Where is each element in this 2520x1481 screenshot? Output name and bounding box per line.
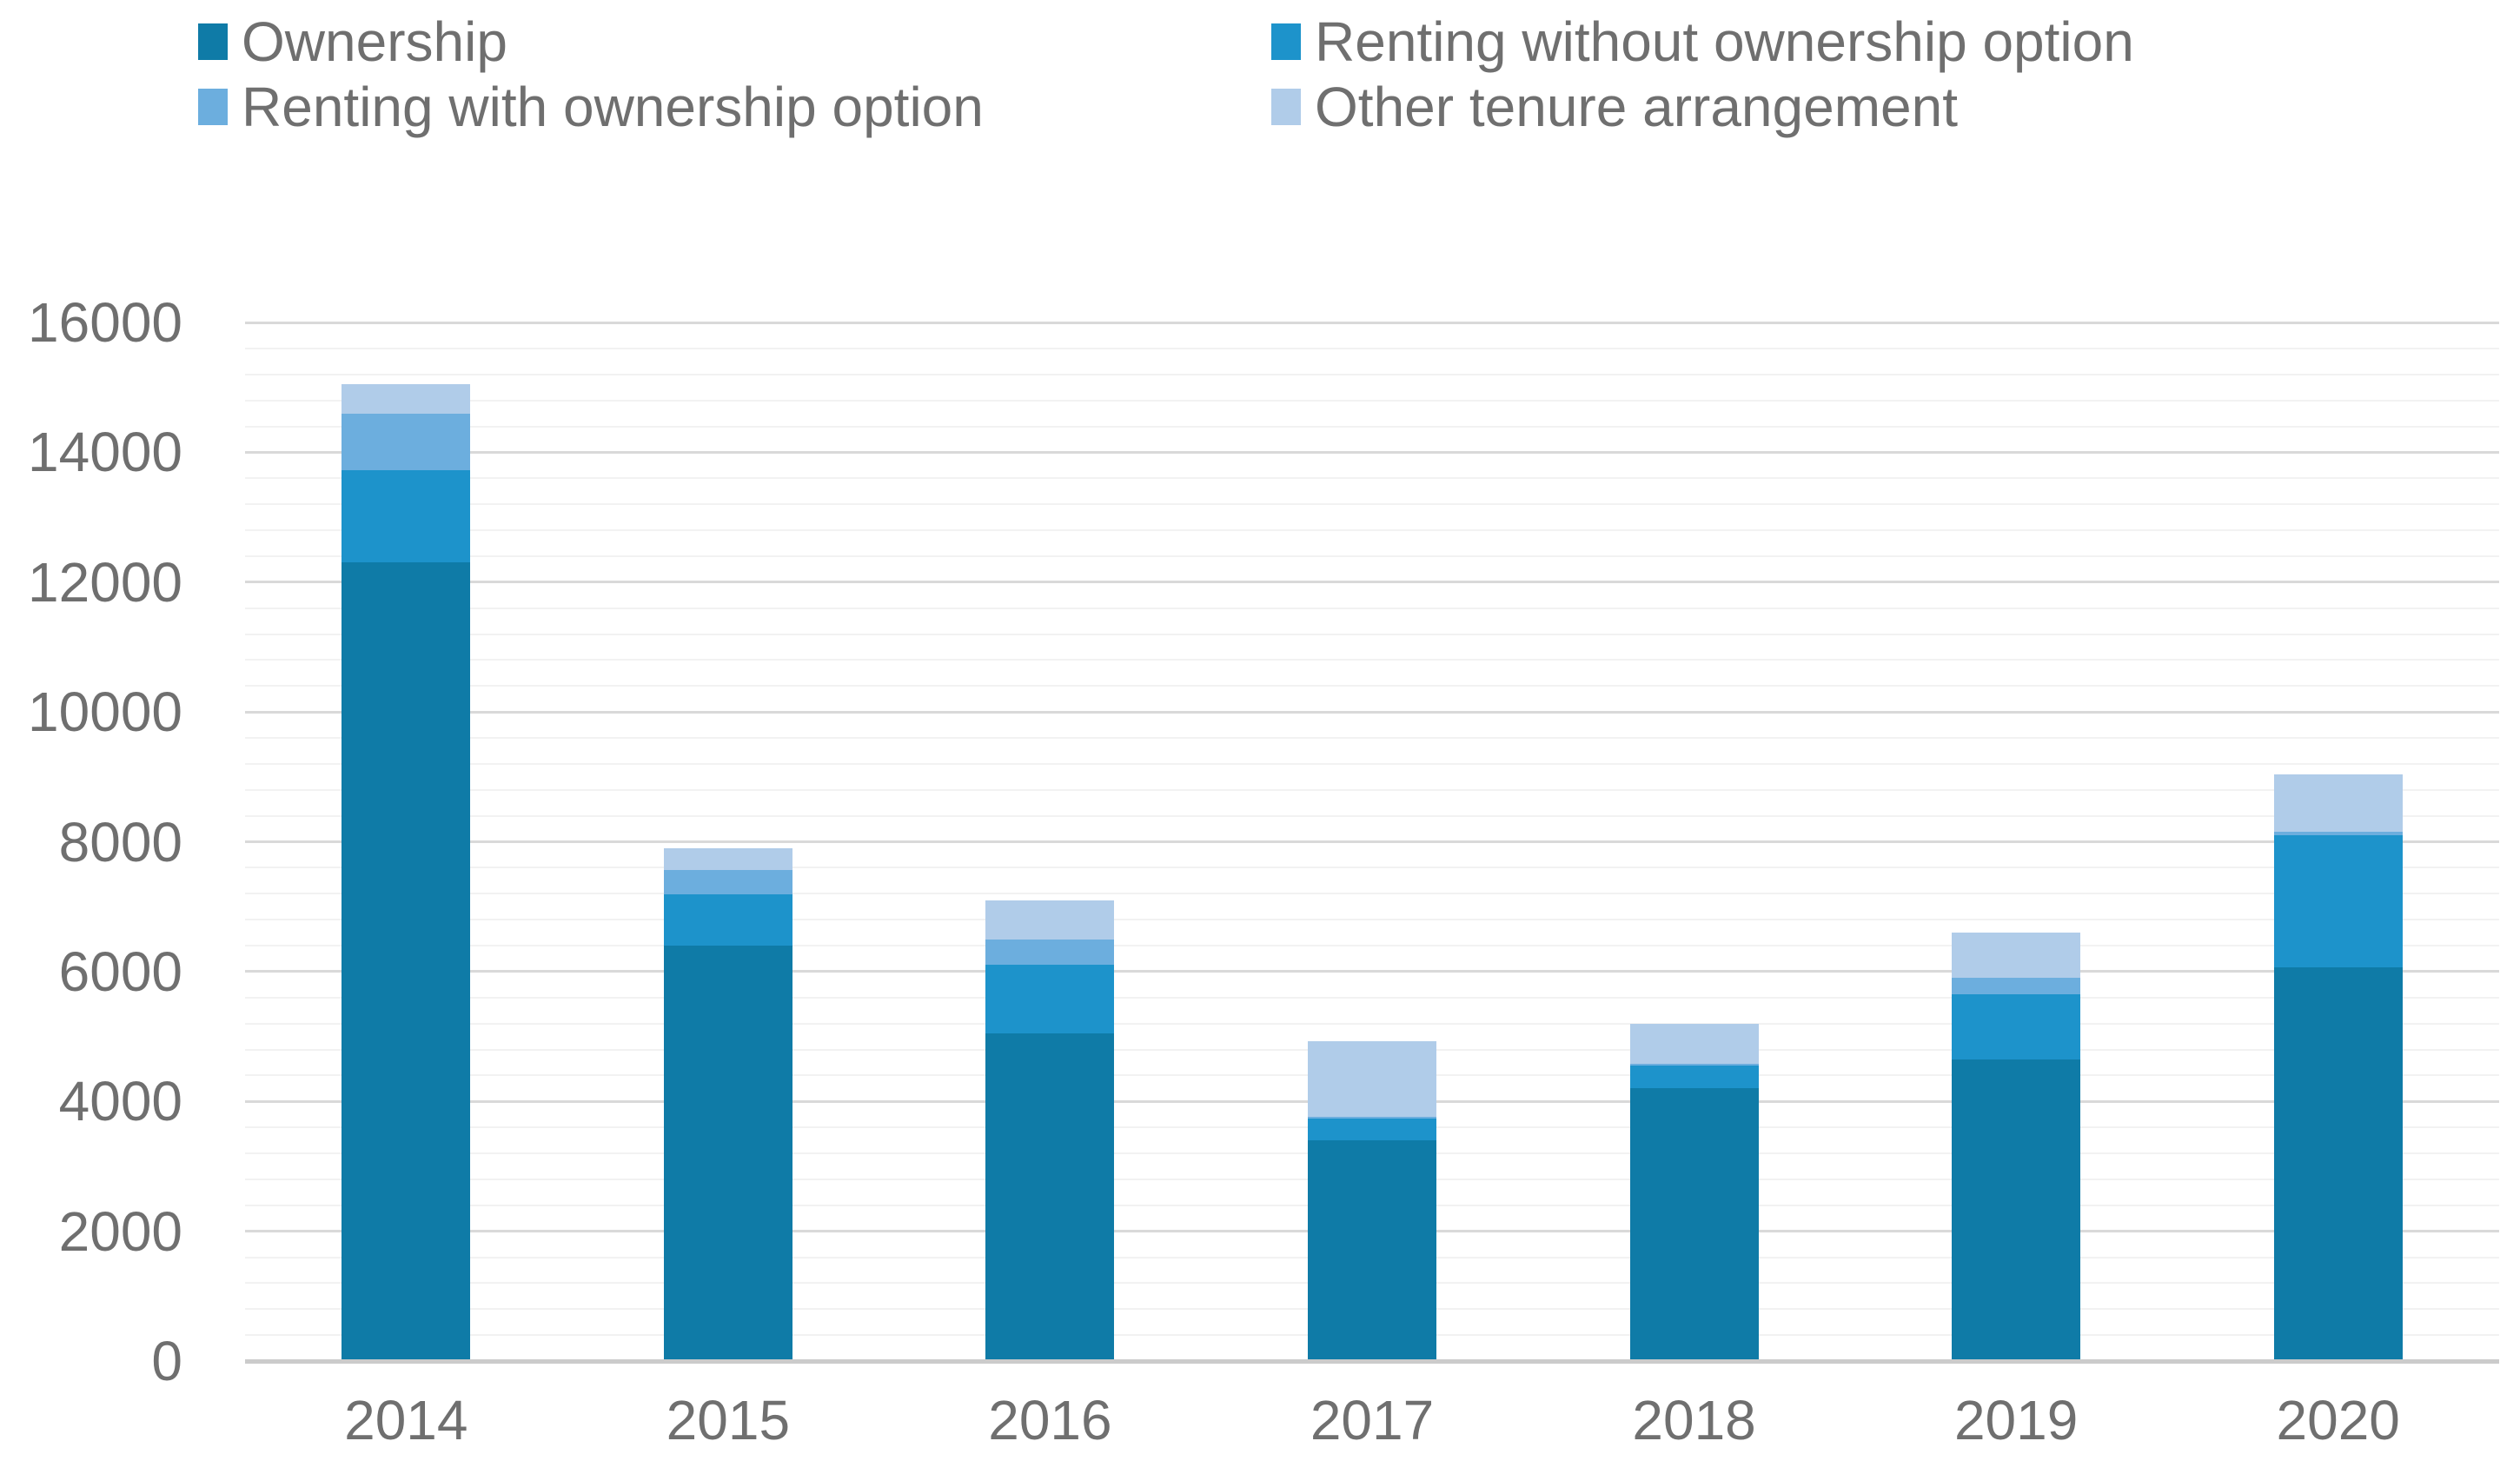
- bar-segment-2019-ownership: [1952, 1059, 2081, 1361]
- x-axis-tick-label-2018: 2018: [1632, 1389, 1756, 1451]
- bar-segment-2016-ownership: [985, 1033, 1115, 1361]
- legend-item-ownership: Ownership: [198, 13, 507, 70]
- gridline-minor: [245, 1022, 2499, 1025]
- legend-swatch-other-tenure-icon: [1271, 89, 1301, 125]
- gridline-minor: [245, 685, 2499, 687]
- x-axis-tick-label-2017: 2017: [1310, 1389, 1435, 1451]
- bar-segment-2020-ownership: [2273, 966, 2403, 1361]
- gridline-minor: [245, 814, 2499, 817]
- bar-segment-2014-renting-with-ownership-option: [342, 414, 471, 470]
- bar-segment-2020-renting-without-ownership-option: [2273, 835, 2403, 967]
- y-axis-tick-label-4000: 4000: [58, 1070, 182, 1133]
- bar-segment-2020-other-tenure-arrangement: [2273, 774, 2403, 832]
- bar-segment-2016-other-tenure-arrangement: [985, 900, 1115, 940]
- bar-segment-2014-other-tenure-arrangement: [342, 383, 471, 415]
- gridline-minor: [245, 529, 2499, 531]
- legend-swatch-renting-without-icon: [1271, 23, 1301, 60]
- y-axis-tick-label-12000: 12000: [28, 550, 182, 614]
- gridline-minor: [245, 373, 2499, 375]
- bar-segment-2015-other-tenure-arrangement: [663, 847, 792, 870]
- legend-label-renting-with: Renting with ownership option: [242, 76, 984, 138]
- bar-segment-2015-renting-without-ownership-option: [663, 893, 792, 946]
- gridline-minor: [245, 555, 2499, 557]
- bar-segment-2018-renting-with-ownership-option: [1629, 1063, 1759, 1066]
- legend-label-other-tenure: Other tenure arrangement: [1315, 76, 1958, 138]
- legend-swatch-renting-with-icon: [198, 89, 228, 125]
- gridline-minor: [245, 893, 2499, 895]
- bar-segment-2017-renting-without-ownership-option: [1308, 1119, 1436, 1141]
- bar-segment-2017-renting-with-ownership-option: [1308, 1117, 1436, 1119]
- bar-segment-2019-renting-with-ownership-option: [1952, 978, 2081, 995]
- bar-segment-2018-other-tenure-arrangement: [1629, 1023, 1759, 1064]
- x-axis-tick-label-2016: 2016: [988, 1389, 1112, 1451]
- gridline-minor: [245, 919, 2499, 921]
- bar-segment-2019-renting-without-ownership-option: [1952, 994, 2081, 1059]
- x-axis-tick-label-2015: 2015: [666, 1389, 791, 1451]
- gridline-major: [245, 581, 2499, 584]
- x-axis-line: [245, 1358, 2499, 1364]
- y-axis-tick-label-10000: 10000: [28, 681, 182, 744]
- gridline-major: [245, 450, 2499, 454]
- x-axis-tick-label-2019: 2019: [1953, 1389, 2079, 1451]
- bar-segment-2015-ownership: [663, 946, 792, 1361]
- y-axis-tick-label-8000: 8000: [58, 810, 182, 873]
- x-axis-tick-label-2020: 2020: [2276, 1389, 2400, 1451]
- bar-segment-2018-renting-without-ownership-option: [1629, 1066, 1759, 1089]
- bar-segment-2017-ownership: [1308, 1140, 1436, 1361]
- bar-segment-2017-other-tenure-arrangement: [1308, 1040, 1436, 1118]
- y-axis-tick-label-6000: 6000: [58, 940, 182, 1003]
- gridline-major: [245, 970, 2499, 973]
- gridline-major: [245, 840, 2499, 843]
- y-axis-tick-label-2000: 2000: [58, 1199, 182, 1263]
- gridline-minor: [245, 607, 2499, 609]
- bar-segment-2016-renting-without-ownership-option: [985, 965, 1115, 1033]
- gridline-minor: [245, 788, 2499, 791]
- legend-item-renting-with-ownership-option: Renting with ownership option: [198, 78, 984, 136]
- gridline-major: [245, 321, 2499, 324]
- bar-segment-2020-renting-with-ownership-option: [2273, 831, 2403, 836]
- x-axis-tick-label-2014: 2014: [344, 1389, 468, 1451]
- legend-item-renting-without-ownership-option: Renting without ownership option: [1271, 13, 2134, 70]
- legend-item-other-tenure-arrangement: Other tenure arrangement: [1271, 78, 1958, 136]
- bar-segment-2015-renting-with-ownership-option: [663, 869, 792, 894]
- bar-segment-2018-ownership: [1629, 1088, 1759, 1361]
- bar-segment-2014-ownership: [342, 562, 471, 1361]
- bar-segment-2014-renting-without-ownership-option: [342, 469, 471, 563]
- gridline-minor: [245, 945, 2499, 946]
- legend-label-renting-without: Renting without ownership option: [1315, 10, 2134, 73]
- gridline-major: [245, 710, 2499, 714]
- gridline-minor: [245, 477, 2499, 480]
- gridline-minor: [245, 867, 2499, 869]
- legend-swatch-ownership-icon: [198, 23, 228, 60]
- y-axis-tick-label-0: 0: [151, 1330, 182, 1392]
- gridline-minor: [245, 633, 2499, 635]
- gridline-minor: [245, 425, 2499, 428]
- gridline-minor: [245, 347, 2499, 349]
- y-axis-tick-label-16000: 16000: [28, 291, 182, 354]
- gridline-minor: [245, 503, 2499, 506]
- gridline-minor: [245, 737, 2499, 739]
- gridline-minor: [245, 399, 2499, 402]
- gridline-minor: [245, 996, 2499, 999]
- y-axis-tick-label-14000: 14000: [28, 421, 182, 484]
- gridline-minor: [245, 659, 2499, 661]
- gridline-minor: [245, 762, 2499, 765]
- bar-segment-2019-other-tenure-arrangement: [1952, 933, 2081, 979]
- legend-label-ownership: Ownership: [242, 10, 507, 73]
- bar-segment-2016-renting-with-ownership-option: [985, 939, 1115, 966]
- plot-area: [245, 321, 2499, 1364]
